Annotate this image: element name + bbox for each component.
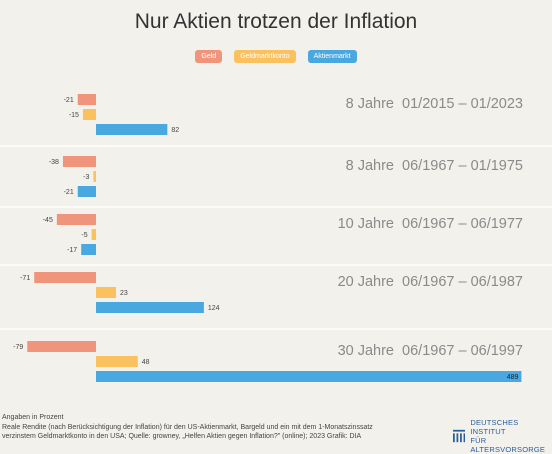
- bar-geldmarktkonto-1: [82, 109, 96, 120]
- footer: Angaben in Prozent Reale Rendite (nach B…: [2, 413, 402, 442]
- legend-item-geldmarktkonto: Geldmarktkonto: [234, 50, 296, 63]
- data-label: 489: [507, 374, 519, 381]
- bar-geld-1: [77, 94, 96, 105]
- bar-geld-3: [56, 214, 96, 225]
- bar-chart: -21 -15 82 8 Jahre 01/2015 – 01/2023 -38 -3 -2…: [0, 94, 552, 382]
- footer-source: verzinstem Geldmarktkonto in den USA; Qu…: [2, 433, 362, 440]
- data-label: 124: [208, 305, 220, 312]
- bar-geldmarktkonto-4: [96, 287, 117, 298]
- data-label: -3: [83, 174, 89, 181]
- data-label: -5: [81, 232, 87, 239]
- data-label: 23: [120, 290, 128, 297]
- data-label: -17: [67, 247, 77, 254]
- dia-logo: DEUTSCHES INSTITUT FÜR ALTERSVORSORGE: [453, 418, 552, 454]
- bar-aktienmarkt-3: [81, 244, 96, 255]
- group-label-1: 8 Jahre 01/2015 – 01/2023: [346, 96, 523, 112]
- data-label: -21: [64, 189, 74, 196]
- data-label: 82: [171, 127, 179, 134]
- group-label-2: 8 Jahre 06/1967 – 01/1975: [346, 158, 523, 174]
- bar-aktienmarkt-4: [96, 302, 204, 313]
- legend-item-aktienmarkt: Aktienmarkt: [307, 50, 357, 63]
- footer-description: Reale Rendite (nach Berücksichtigung der…: [2, 423, 373, 431]
- bar-aktienmarkt-2: [77, 186, 96, 197]
- data-label: -71: [20, 275, 30, 282]
- data-label: 48: [142, 359, 150, 366]
- bar-geld-4: [34, 272, 96, 283]
- dia-logo-icon: [453, 429, 466, 443]
- bar-geld-5: [27, 341, 96, 352]
- logo-line-1: DEUTSCHES INSTITUT: [470, 418, 519, 436]
- logo-line-2: FÜR ALTERSVORSORGE: [470, 436, 546, 454]
- group-label-5: 30 Jahre 06/1967 – 06/1997: [338, 343, 523, 359]
- legend-item-geld: Geld: [195, 50, 223, 63]
- footer-unit-note: Angaben in Prozent: [2, 414, 64, 421]
- data-label: -79: [13, 344, 23, 351]
- bar-geld-2: [62, 156, 96, 167]
- bar-aktienmarkt-5: [96, 371, 522, 382]
- chart-title: Nur Aktien trotzen der Inflation: [134, 10, 418, 33]
- group-label-3: 10 Jahre 06/1967 – 06/1977: [338, 216, 523, 232]
- bar-aktienmarkt-1: [96, 124, 168, 135]
- data-label: -45: [43, 217, 53, 224]
- data-label: -15: [69, 112, 79, 119]
- bar-geldmarktkonto-5: [96, 356, 138, 367]
- group-label-4: 20 Jahre 06/1967 – 06/1987: [338, 274, 523, 290]
- bar-geldmarktkonto-2: [93, 171, 96, 182]
- data-label: -38: [49, 159, 59, 166]
- legend: Geld Geldmarktkonto Aktienmarkt: [0, 50, 552, 63]
- bar-geldmarktkonto-3: [91, 229, 96, 240]
- data-label: -21: [64, 97, 74, 104]
